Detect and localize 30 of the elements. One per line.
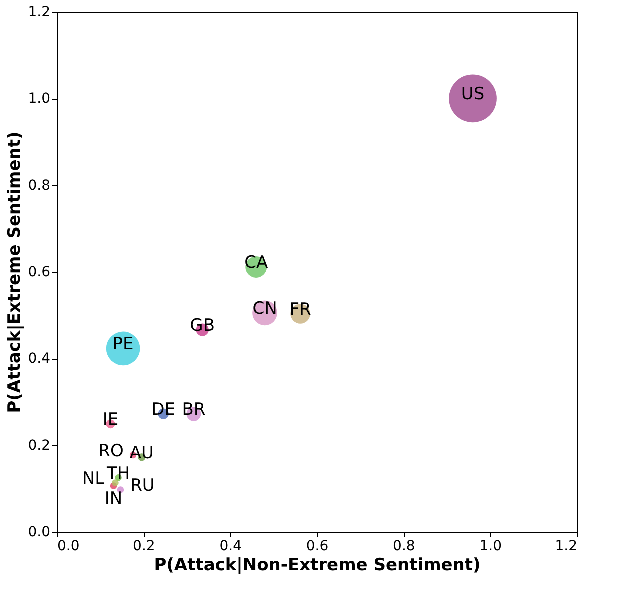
y-tick-label: 0.8 (28, 178, 50, 194)
series-label: DE (152, 400, 176, 420)
y-tick-label: 1.2 (28, 4, 50, 20)
series-label: NL (82, 469, 106, 490)
x-tick-label: 0.2 (133, 538, 156, 554)
series-label: CN (252, 299, 278, 320)
series-label: PE (112, 334, 134, 355)
series-label: RO (98, 441, 124, 462)
series-label: AU (130, 443, 154, 464)
x-tick-label: 1.2 (555, 538, 578, 554)
x-tick-label: 0.0 (58, 538, 80, 554)
series-label: BR (182, 400, 206, 420)
series-label: IE (102, 410, 119, 430)
x-axis-title: P(Attack|Non-Extreme Sentiment) (154, 556, 481, 576)
y-tick-label: 0.2 (28, 438, 50, 454)
x-tick-label: 0.4 (220, 538, 242, 554)
series-label: GB (190, 316, 216, 336)
series-label: TH (106, 464, 130, 484)
y-tick-label: 0.4 (28, 351, 51, 368)
x-tick-label: 0.8 (393, 538, 416, 554)
series-label: IN (104, 489, 123, 510)
series-label: RU (130, 476, 155, 496)
y-tick-label: 1.0 (28, 91, 50, 108)
y-tick-label: 0.6 (28, 264, 51, 280)
x-tick-label: 1.0 (480, 538, 502, 554)
x-tick-label: 0.6 (306, 538, 329, 554)
y-tick-label: 0.0 (28, 524, 50, 540)
series-label: US (461, 84, 485, 105)
series-label: FR (290, 300, 312, 320)
y-axis-title: P(Attack|Extreme Sentiment) (5, 132, 26, 414)
